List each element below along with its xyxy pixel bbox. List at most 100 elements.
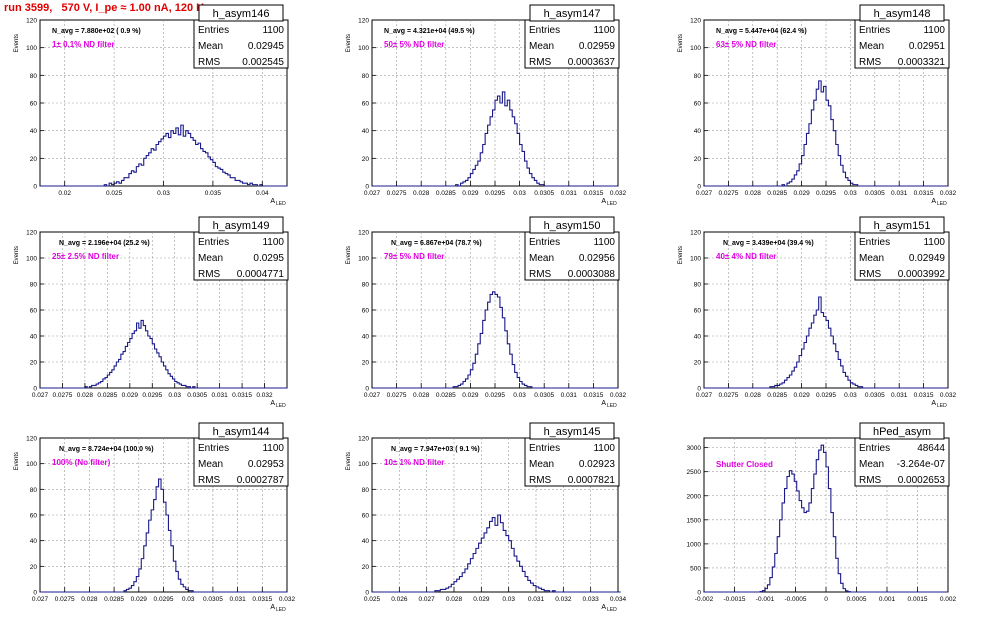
histogram-name: h_asym148: [874, 8, 931, 20]
histogram-line-h_asym146: [40, 124, 287, 187]
stats-key-entries: Entries: [529, 443, 560, 454]
y-tick-label: 20: [694, 156, 702, 163]
x-tick-label: 0.0275: [387, 190, 407, 197]
navg-label: N_avg = 6.867e+04 (78.7 %): [391, 240, 482, 247]
x-tick-label: 0.0285: [436, 392, 456, 399]
y-tick-label: 80: [694, 282, 702, 289]
stats-title-box: [859, 4, 945, 22]
stats-key-mean: Mean: [529, 41, 554, 52]
x-axis-title: A: [270, 604, 275, 611]
x-tick-label: 0.03: [844, 392, 857, 399]
x-tick-label: 0.0295: [485, 190, 505, 197]
y-tick-label: 60: [362, 101, 370, 108]
y-tick-label: 100: [358, 461, 369, 468]
stats-box: [854, 19, 950, 69]
x-axis-title-subscript: LED: [607, 201, 617, 207]
x-tick-label: 0.0275: [387, 392, 407, 399]
x-tick-label: 0.027: [32, 392, 49, 399]
stats-value-rms: 0.002545: [242, 57, 284, 68]
y-tick-label: 60: [30, 101, 38, 108]
x-tick-label: 0.0315: [252, 596, 272, 603]
x-tick-label: 0.028: [745, 392, 762, 399]
histogram-panel-hPed_asym: -0.002 -0.0015 -0.001 -0.0005 0 0.0005 0.001 0.…: [687, 422, 957, 603]
x-tick-label: 0.032: [940, 190, 957, 197]
y-tick-label: 60: [694, 101, 702, 108]
histogram-panel-h_asym150: 0.027 0.0275 0.028 0.0285 0.029 0.0295 0.03 0.0…: [346, 216, 627, 409]
y-axis-title: Events: [678, 246, 684, 264]
x-tick-label: 0.0305: [534, 190, 554, 197]
y-tick-label: 40: [694, 128, 702, 135]
x-tick-label: 0.0285: [104, 596, 124, 603]
stats-title-box: [859, 422, 945, 440]
y-tick-label: 100: [26, 461, 37, 468]
y-tick-label: 1500: [687, 517, 702, 524]
x-axis-title-subscript: LED: [607, 607, 617, 613]
histogram-name: h_asym146: [213, 8, 270, 20]
y-tick-label: 40: [362, 334, 370, 341]
x-tick-label: 0.03: [513, 190, 526, 197]
histogram-panel-h_asym144: 0.027 0.0275 0.028 0.0285 0.029 0.0295 0.03 0.0…: [14, 422, 296, 613]
x-tick-label: 0.028: [81, 596, 98, 603]
x-axis-title: A: [931, 198, 936, 205]
x-tick-label: 0.029: [793, 190, 810, 197]
histogram-panel-h_asym146: 0.02 0.025 0.03 0.035 0.04 20 40 60 80 100 120 0 Eve…: [14, 4, 289, 207]
stats-value-rms: 0.0003637: [568, 57, 616, 68]
x-tick-label: 0.0285: [436, 190, 456, 197]
y-tick-label-zero: 0: [365, 590, 369, 597]
x-tick-label: 0.0315: [914, 190, 934, 197]
x-tick-label: 0.026: [391, 596, 408, 603]
y-tick-label-zero: 0: [697, 386, 701, 393]
y-tick-label: 100: [358, 45, 369, 52]
filter-label: 1± 0.1% ND filter: [52, 40, 115, 49]
stats-value-entries: 48644: [917, 443, 945, 454]
x-tick-label: 0.0305: [865, 190, 885, 197]
x-tick-label: 0.027: [364, 190, 381, 197]
x-axis-title-subscript: LED: [607, 403, 617, 409]
x-axis-title: A: [931, 400, 936, 407]
y-tick-label: 80: [30, 282, 38, 289]
y-tick-label: 40: [30, 538, 38, 545]
x-tick-label: 0.034: [610, 596, 627, 603]
y-axis-title: Events: [346, 246, 352, 264]
y-tick-label: 20: [362, 564, 370, 571]
y-tick-label-zero: 0: [33, 386, 37, 393]
y-tick-label-zero: 0: [365, 184, 369, 191]
stats-value-mean: -3.264e-07: [897, 459, 946, 470]
x-tick-label: 0.0305: [203, 596, 223, 603]
x-tick-label: 0.0315: [583, 392, 603, 399]
stats-title-box: [198, 422, 284, 440]
x-tick-label: 0.029: [473, 596, 490, 603]
x-tick-label: 0.03: [168, 392, 181, 399]
x-tick-label: 0.032: [940, 392, 957, 399]
y-tick-label: 60: [30, 308, 38, 315]
stats-key-mean: Mean: [529, 253, 554, 264]
x-axis-title: A: [601, 198, 606, 205]
stats-key-entries: Entries: [529, 25, 560, 36]
x-tick-label: 0.0295: [816, 190, 836, 197]
navg-label: N_avg = 7.880e+02 ( 0.9 %): [52, 28, 141, 35]
stats-key-mean: Mean: [859, 253, 884, 264]
x-tick-label: -0.0015: [723, 596, 745, 603]
y-tick-label-zero: 0: [33, 184, 37, 191]
x-tick-label: 0.0275: [718, 392, 738, 399]
y-tick-label: 40: [362, 128, 370, 135]
x-tick-label: 0.0285: [767, 190, 787, 197]
navg-label: N_avg = 3.439e+04 (39.4 %): [723, 240, 814, 247]
stats-value-entries: 1100: [593, 237, 615, 248]
stats-box: [193, 437, 289, 487]
y-tick-label: 500: [690, 565, 701, 572]
x-tick-label: 0.029: [462, 392, 479, 399]
histogram-line-h_asym148: [704, 80, 948, 187]
x-axis-title-subscript: LED: [937, 403, 947, 409]
stats-value-entries: 1100: [923, 25, 945, 36]
stats-value-rms: 0.0003088: [568, 269, 616, 280]
stats-key-rms: RMS: [529, 269, 552, 280]
y-tick-label: 60: [362, 308, 370, 315]
stats-key-mean: Mean: [859, 41, 884, 52]
navg-label: N_avg = 8.724e+04 (100.0 %): [59, 446, 154, 453]
x-tick-label: 0.03: [502, 596, 515, 603]
stats-value-rms: 0.0004771: [237, 269, 285, 280]
stats-value-rms: 0.0003321: [898, 57, 946, 68]
x-tick-label: 0.029: [122, 392, 139, 399]
histogram-name: h_asym147: [544, 8, 601, 20]
